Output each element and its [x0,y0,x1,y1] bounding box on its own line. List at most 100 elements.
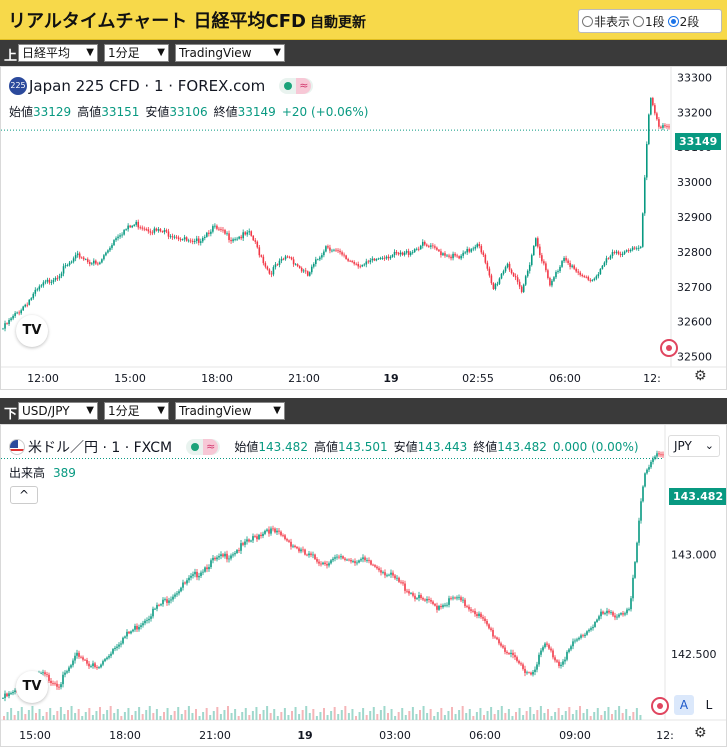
lower-source-select[interactable]: TradingView ▼ [175,402,285,420]
lower-chart[interactable]: 143.000 142.500 15:00 18:00 21:00 19 03:00 06:0… [0,424,727,747]
auto-scale-button[interactable]: A [674,695,694,715]
lower-symbol-select[interactable]: USD/JPY ▼ [18,402,98,420]
candle-body [284,256,287,260]
candle-body [643,177,646,214]
upper-last-price-tag: 33149 [675,133,722,150]
candle-body [363,264,366,266]
volume-bar [106,710,109,720]
market-status-pill[interactable]: ≈ [186,439,221,455]
candle-body [70,665,72,668]
candle-body [96,667,98,668]
log-scale-button[interactable]: L [705,698,713,712]
candle-body [524,276,527,285]
candle-body [4,693,6,699]
candle-body [370,560,372,565]
volume-bar [330,711,333,720]
volume-bar [635,708,638,720]
upper-interval-select[interactable]: 1分足 ▼ [104,44,169,62]
live-indicator-icon[interactable] [660,339,678,357]
candle-body [288,540,290,542]
volume-bar [152,713,155,720]
candle-body [142,623,144,626]
lower-chart-canvas[interactable]: 143.000 142.500 15:00 18:00 21:00 19 03:00 06:0… [1,425,727,747]
candle-body [74,655,76,661]
tradingview-logo[interactable]: TV [16,671,48,703]
candle-body [170,599,172,601]
candle-body [192,574,194,576]
candle-body [571,265,573,267]
display-mode-hide[interactable]: 非表示 [582,13,630,30]
candle-body [12,315,14,319]
volume-bar [454,714,457,720]
candle-body [258,534,260,540]
gear-icon[interactable]: ⚙ [694,725,707,741]
candle-body [568,649,570,652]
candle-body [14,690,16,693]
candle-body [254,240,257,242]
gear-icon[interactable]: ⚙ [694,368,707,384]
candle-body [6,323,8,324]
candle-body [143,228,146,230]
candle-body [246,539,248,542]
volume-bar [557,708,560,720]
candle-body [627,250,630,252]
candle-body [585,276,588,278]
live-indicator-icon[interactable] [651,697,669,715]
volume-bar [273,709,276,720]
candle-body [161,231,164,233]
candle-body [346,559,348,561]
candle-body [563,257,565,262]
candle-body [198,575,200,578]
candle-body [314,554,316,560]
radio-hide[interactable] [582,15,593,27]
candle-body [202,571,204,573]
candle-body [56,683,58,687]
candle-body [646,144,648,178]
candle-body [84,259,87,261]
upper-chart-canvas[interactable]: 3330033200331003300032900328003270032600… [1,67,727,390]
candle-body [617,251,620,254]
display-mode-1[interactable]: 1段 [633,13,665,30]
candle-body [254,536,256,537]
lower-interval-select[interactable]: 1分足 ▼ [104,402,169,420]
candle-body [567,260,569,264]
candle-body [72,660,74,666]
tradingview-logo[interactable]: TV [16,315,48,347]
upper-chart[interactable]: 3330033200331003300032900328003270032600… [0,66,727,390]
volume-bar [408,711,411,720]
candle-body [668,126,670,128]
candle-body [343,254,345,256]
radio-2[interactable] [667,15,679,27]
candle-body [401,252,404,255]
candle-body [608,610,610,613]
candle-body [162,599,164,605]
candle-body [622,613,624,615]
candle-body [570,646,572,650]
candle-body [34,289,37,294]
volume-bar [31,706,34,720]
volume-bar [227,706,229,720]
volume-bar [301,710,304,720]
candle-body [160,604,162,606]
currency-button[interactable]: JPY ⌄ [668,435,720,457]
candle-body [46,674,48,676]
candle-body [552,650,554,658]
display-mode-2[interactable]: 2段 [667,13,699,30]
volume-bar [586,709,589,720]
candle-body [516,657,518,661]
wave-icon: ≈ [296,78,312,94]
candle-body [458,256,460,259]
upper-symbol-select[interactable]: 日経平均 ▼ [18,44,98,62]
volume-bar [56,711,59,720]
candle-body [514,276,517,278]
candle-body [367,261,370,263]
volume-bar [223,710,226,720]
collapse-button[interactable]: ^ [10,486,38,504]
radio-1[interactable] [633,15,645,27]
candle-body [88,262,91,264]
candle-body [400,581,402,583]
candle-body [304,549,306,555]
market-status-pill[interactable]: ≈ [279,78,314,94]
upper-source-select[interactable]: TradingView ▼ [175,44,285,62]
volume-bar [91,715,94,720]
